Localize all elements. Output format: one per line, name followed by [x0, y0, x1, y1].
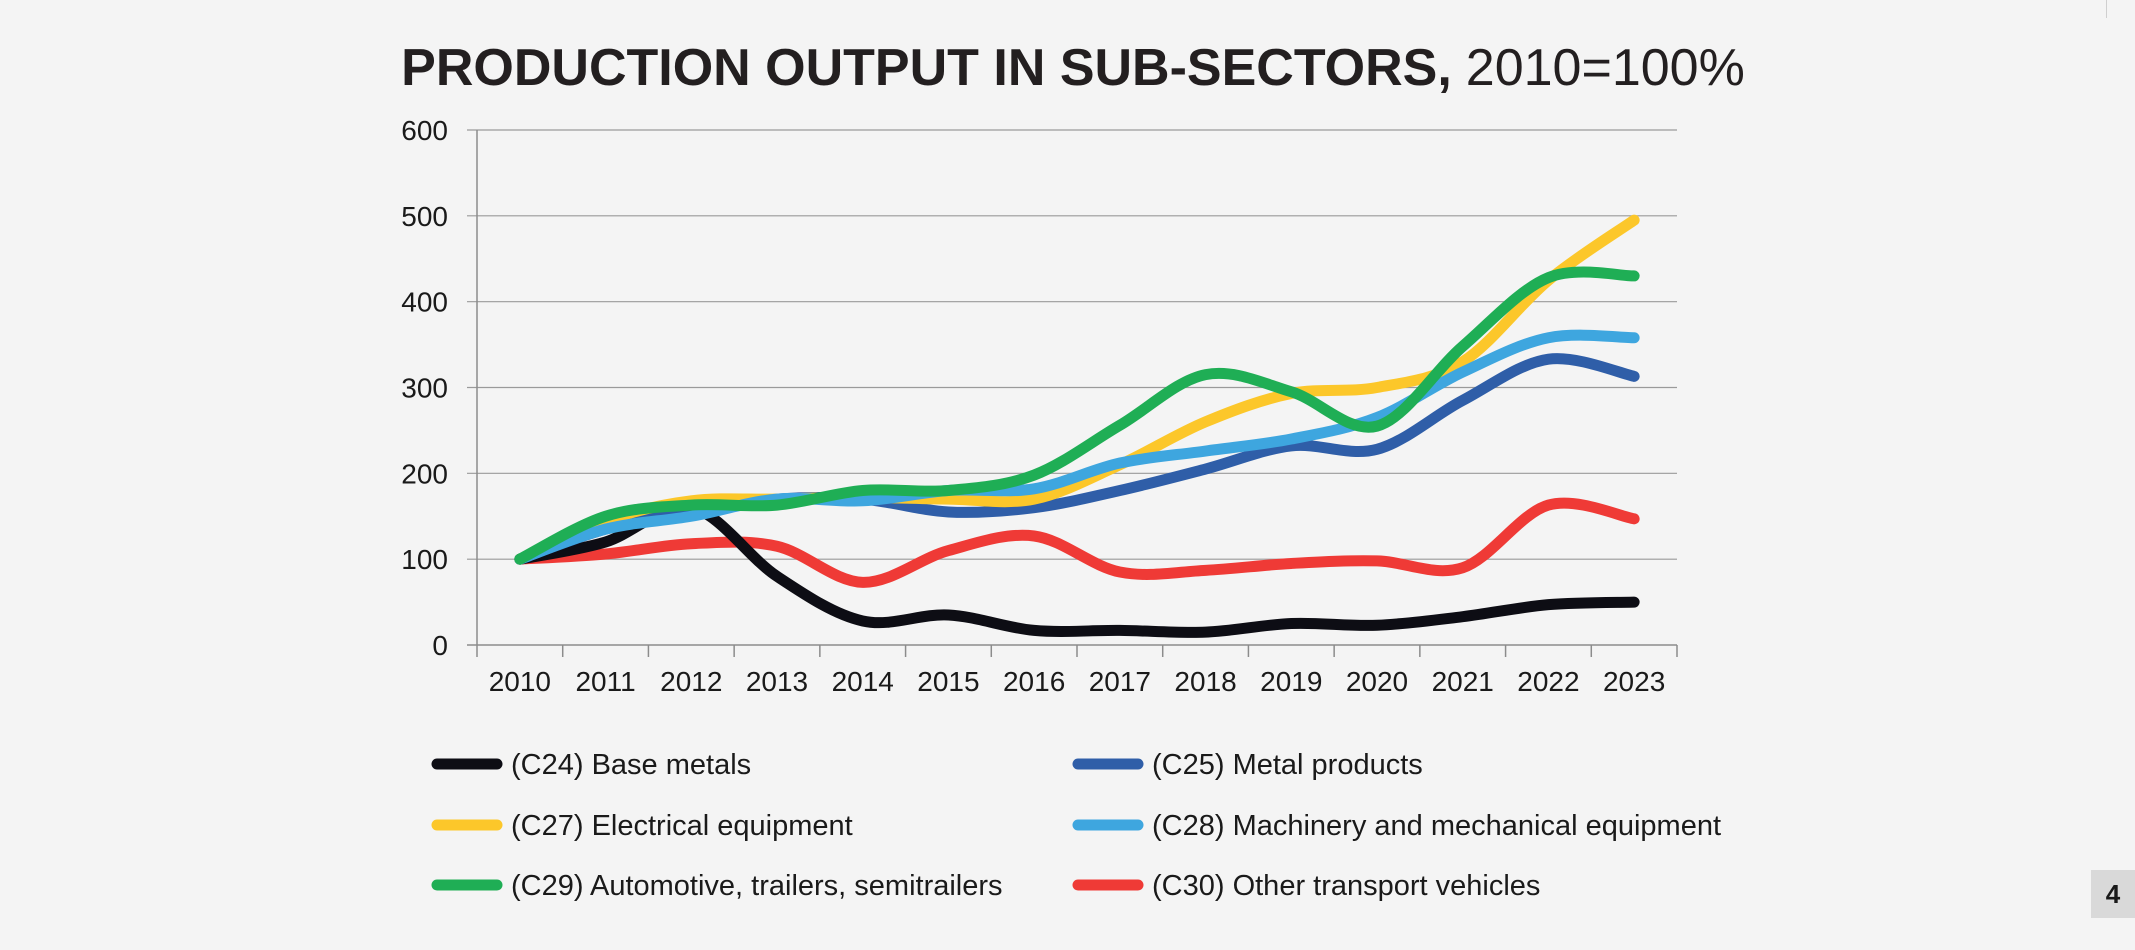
chart-title: PRODUCTION OUTPUT IN SUB-SECTORS, 2010=10…: [401, 39, 1745, 97]
chart-title-base: 2010=100%: [1466, 39, 1745, 97]
y-tick-label: 400: [401, 287, 448, 318]
x-tick-label: 2021: [1432, 666, 1494, 697]
x-tick-label: 2023: [1603, 666, 1665, 697]
series-line: [514, 497, 1640, 588]
x-tick-label: 2012: [660, 666, 722, 697]
x-tick-label: 2022: [1517, 666, 1579, 697]
legend-label: (C28) Machinery and mechanical equipment: [1152, 810, 1721, 842]
axes: 0 100 200 300 400 500 600 2010 2011 2012 2013 2014 2…: [401, 115, 1678, 697]
gridlines: [467, 129, 1677, 560]
x-tick-label: 2013: [746, 666, 808, 697]
series-line: [514, 353, 1640, 565]
y-tick-label: 200: [401, 458, 448, 489]
y-tick-label: 300: [401, 373, 448, 404]
y-tick-label: 0: [432, 630, 448, 661]
y-tick-label: 600: [401, 115, 448, 146]
legend-label: (C25) Metal products: [1152, 749, 1423, 781]
series-lines: [514, 214, 1640, 638]
y-tick-label: 100: [401, 544, 448, 575]
legend-label: (C30) Other transport vehicles: [1152, 870, 1540, 902]
x-tick-label: 2017: [1089, 666, 1151, 697]
series-line: [514, 266, 1640, 565]
x-tick-label: 2019: [1260, 666, 1322, 697]
x-tick-label: 2016: [1003, 666, 1065, 697]
legend-label: (C24) Base metals: [511, 749, 751, 781]
x-tick-label: 2018: [1174, 666, 1236, 697]
x-tick-label: 2014: [832, 666, 894, 697]
legend-label: (C29) Automotive, trailers, semitrailers: [511, 870, 1003, 902]
legend: (C24) Base metals (C25) Metal products (C2…: [431, 749, 1721, 902]
chart-title-main: PRODUCTION OUTPUT IN SUB-SECTORS,: [401, 39, 1452, 97]
y-tick-label: 500: [401, 201, 448, 232]
legend-label: (C27) Electrical equipment: [511, 810, 853, 842]
x-tick-label: 2020: [1346, 666, 1408, 697]
x-tick-label: 2015: [917, 666, 979, 697]
page-number: 4: [2091, 870, 2135, 918]
edge-divider: [2106, 0, 2107, 18]
series-line: [514, 329, 1640, 565]
x-tick-label: 2010: [489, 666, 551, 697]
x-tick-label: 2011: [575, 666, 635, 697]
